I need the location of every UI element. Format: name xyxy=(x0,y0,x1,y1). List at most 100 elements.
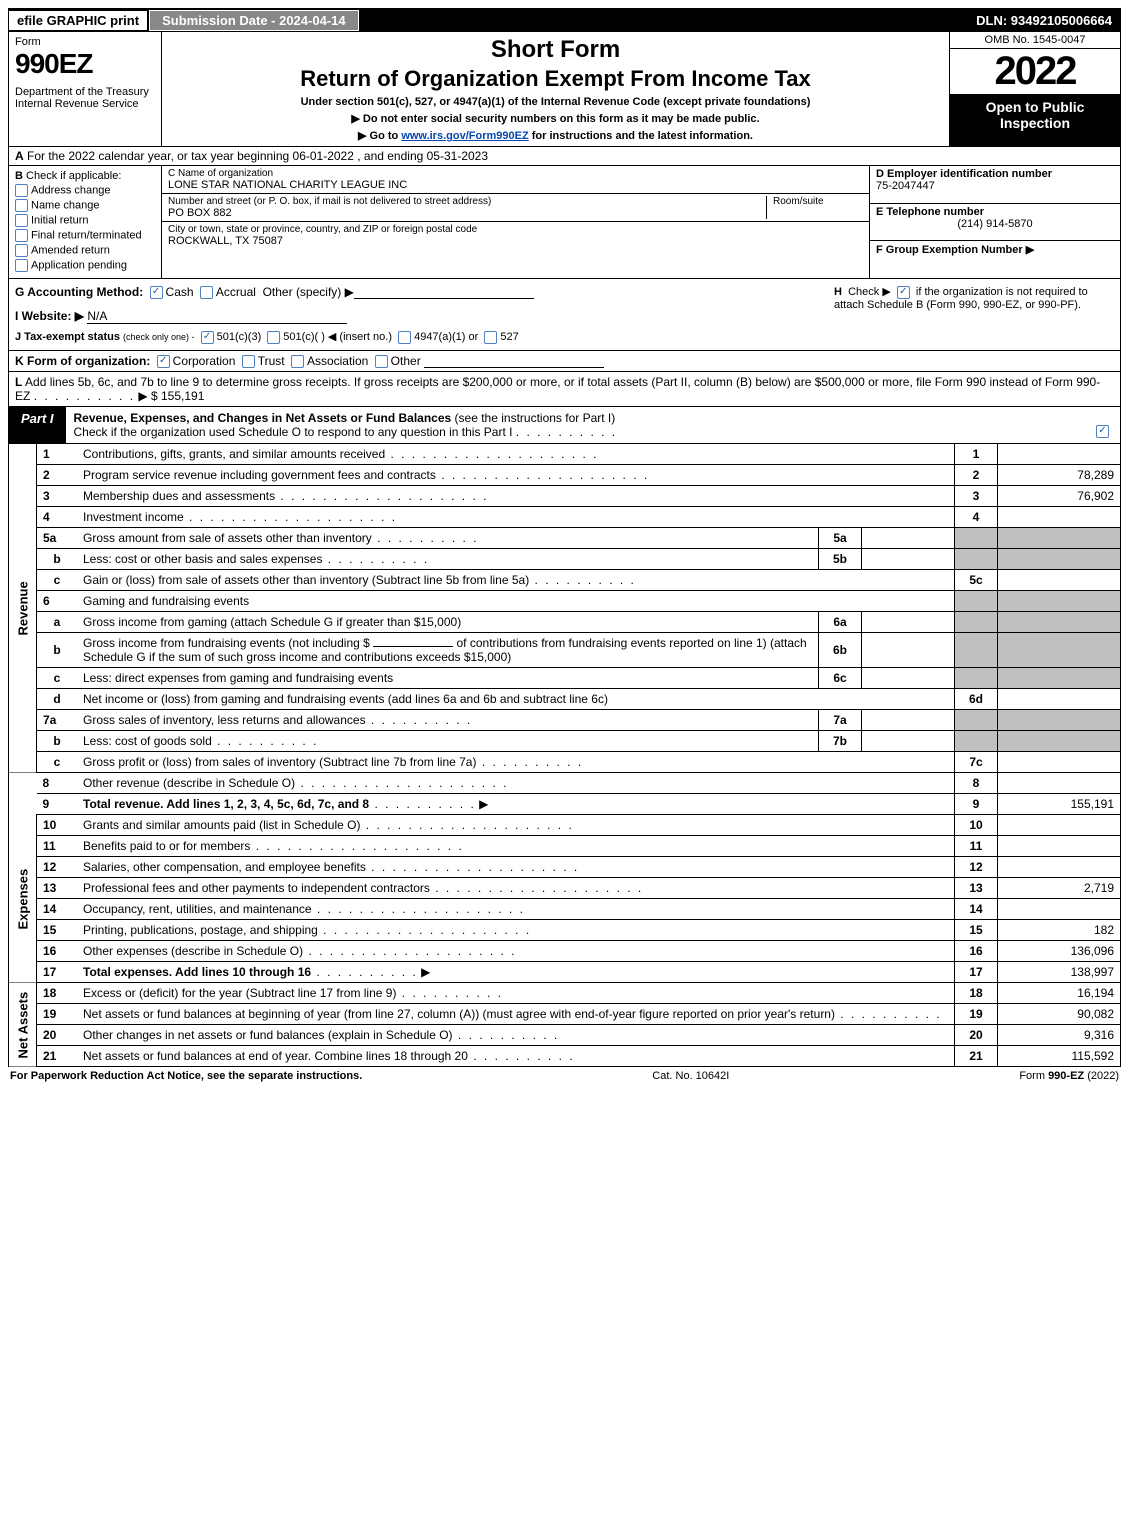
val-18: 16,194 xyxy=(998,983,1121,1004)
org-name: LONE STAR NATIONAL CHARITY LEAGUE INC xyxy=(168,179,863,191)
k-label: K Form of organization: xyxy=(15,354,150,368)
line-11: 11 Benefits paid to or for members 11 xyxy=(9,836,1121,857)
val-19: 90,082 xyxy=(998,1004,1121,1025)
footer-right: Form 990-EZ (2022) xyxy=(1019,1070,1119,1082)
line-10: Expenses 10 Grants and similar amounts p… xyxy=(9,815,1121,836)
val-4 xyxy=(998,507,1121,528)
check-527 xyxy=(484,331,497,344)
dln: DLN: 93492105006664 xyxy=(968,11,1120,30)
c-street-label: Number and street (or P. O. box, if mail… xyxy=(168,196,766,207)
header-center: Short Form Return of Organization Exempt… xyxy=(162,32,949,146)
val-1 xyxy=(998,444,1121,465)
val-16: 136,096 xyxy=(998,941,1121,962)
val-5c xyxy=(998,570,1121,591)
line-7b: b Less: cost of goods sold 7b xyxy=(9,731,1121,752)
val-8 xyxy=(998,773,1121,794)
row-l: L Add lines 5b, 6c, and 7b to line 9 to … xyxy=(8,372,1121,407)
page-footer: For Paperwork Reduction Act Notice, see … xyxy=(8,1067,1121,1085)
c-city-label: City or town, state or province, country… xyxy=(168,224,863,235)
val-10 xyxy=(998,815,1121,836)
val-17: 138,997 xyxy=(998,962,1121,983)
line-5b: b Less: cost or other basis and sales ex… xyxy=(9,549,1121,570)
line-2: 2 Program service revenue including gove… xyxy=(9,465,1121,486)
val-2: 78,289 xyxy=(998,465,1121,486)
title-short-form: Short Form xyxy=(166,36,945,64)
val-12 xyxy=(998,857,1121,878)
vtab-revenue: Revenue xyxy=(9,444,37,773)
val-21: 115,592 xyxy=(998,1046,1121,1067)
website: N/A xyxy=(87,309,347,324)
revenue-table: Revenue 1 Contributions, gifts, grants, … xyxy=(8,444,1121,815)
h-label: H xyxy=(834,286,842,298)
line-13: 13 Professional fees and other payments … xyxy=(9,878,1121,899)
gross-receipts: 155,191 xyxy=(161,389,204,403)
d-label: D Employer identification number xyxy=(876,168,1114,180)
f-label: F Group Exemption Number ▶ xyxy=(876,243,1114,256)
open-public-inspection: Open to Public Inspection xyxy=(950,95,1120,146)
val-15: 182 xyxy=(998,920,1121,941)
footer-left: For Paperwork Reduction Act Notice, see … xyxy=(10,1070,362,1082)
check-h xyxy=(897,286,910,299)
part1-label: Part I xyxy=(9,407,66,443)
c-name-label: C Name of organization xyxy=(168,168,863,179)
val-3: 76,902 xyxy=(998,486,1121,507)
section-ghi: G Accounting Method: Cash Accrual Other … xyxy=(8,279,1121,351)
i-label: I Website: ▶ xyxy=(15,309,84,323)
col-c: C Name of organization LONE STAR NATIONA… xyxy=(162,166,869,278)
tax-year: 2022 xyxy=(950,49,1120,95)
line-12: 12 Salaries, other compensation, and emp… xyxy=(9,857,1121,878)
line-5c: c Gain or (loss) from sale of assets oth… xyxy=(9,570,1121,591)
header-right: OMB No. 1545-0047 2022 Open to Public In… xyxy=(949,32,1120,146)
col-de: D Employer identification number 75-2047… xyxy=(869,166,1120,278)
col-b: B Check if applicable: Address change Na… xyxy=(9,166,162,278)
check-accrual xyxy=(200,286,213,299)
check-application-pending: Application pending xyxy=(15,259,155,272)
top-bar: efile GRAPHIC print Submission Date - 20… xyxy=(8,8,1121,32)
title-return: Return of Organization Exempt From Incom… xyxy=(166,66,945,92)
l-label: L xyxy=(15,375,22,389)
line-21: 21 Net assets or fund balances at end of… xyxy=(9,1046,1121,1067)
line-8: 8 Other revenue (describe in Schedule O)… xyxy=(9,773,1121,794)
line-6b: b Gross income from fundraising events (… xyxy=(9,633,1121,668)
j-label: J Tax-exempt status xyxy=(15,331,120,343)
form-label: Form xyxy=(15,36,155,48)
check-final-return: Final return/terminated xyxy=(15,229,155,242)
dept-label: Department of the Treasury Internal Reve… xyxy=(15,86,155,110)
check-address-change: Address change xyxy=(15,184,155,197)
line-14: 14 Occupancy, rent, utilities, and maint… xyxy=(9,899,1121,920)
subtitle-section: Under section 501(c), 527, or 4947(a)(1)… xyxy=(166,96,945,108)
row-a-text: For the 2022 calendar year, or tax year … xyxy=(27,149,488,163)
check-name-change: Name change xyxy=(15,199,155,212)
val-9: 155,191 xyxy=(998,794,1121,815)
line-6d: d Net income or (loss) from gaming and f… xyxy=(9,689,1121,710)
line-16: 16 Other expenses (describe in Schedule … xyxy=(9,941,1121,962)
row-a: A For the 2022 calendar year, or tax yea… xyxy=(8,147,1121,166)
e-label: E Telephone number xyxy=(876,206,1114,218)
form-header: Form 990EZ Department of the Treasury In… xyxy=(8,32,1121,147)
check-amended-return: Amended return xyxy=(15,244,155,257)
part1-header: Part I Revenue, Expenses, and Changes in… xyxy=(8,407,1121,444)
line-1: Revenue 1 Contributions, gifts, grants, … xyxy=(9,444,1121,465)
vtab-expenses: Expenses xyxy=(9,815,37,983)
form-number: 990EZ xyxy=(15,48,155,80)
phone: (214) 914-5870 xyxy=(876,218,1114,230)
header-left: Form 990EZ Department of the Treasury In… xyxy=(9,32,162,146)
g-label: G Accounting Method: xyxy=(15,285,143,299)
subtitle-goto: ▶ Go to www.irs.gov/Form990EZ for instru… xyxy=(166,129,945,142)
check-501c xyxy=(267,331,280,344)
line-17: 17 Total expenses. Add lines 10 through … xyxy=(9,962,1121,983)
line-6c: c Less: direct expenses from gaming and … xyxy=(9,668,1121,689)
check-trust xyxy=(242,355,255,368)
street: PO BOX 882 xyxy=(168,207,766,219)
val-7c xyxy=(998,752,1121,773)
city: ROCKWALL, TX 75087 xyxy=(168,235,863,247)
val-11 xyxy=(998,836,1121,857)
line-6: 6 Gaming and fundraising events xyxy=(9,591,1121,612)
irs-link[interactable]: www.irs.gov/Form990EZ xyxy=(401,130,528,142)
line-19: 19 Net assets or fund balances at beginn… xyxy=(9,1004,1121,1025)
line-7c: c Gross profit or (loss) from sales of i… xyxy=(9,752,1121,773)
vtab-netassets: Net Assets xyxy=(9,983,37,1067)
efile-label: efile GRAPHIC print xyxy=(9,11,149,30)
check-initial-return: Initial return xyxy=(15,214,155,227)
part1-title: Revenue, Expenses, and Changes in Net As… xyxy=(66,407,1120,443)
